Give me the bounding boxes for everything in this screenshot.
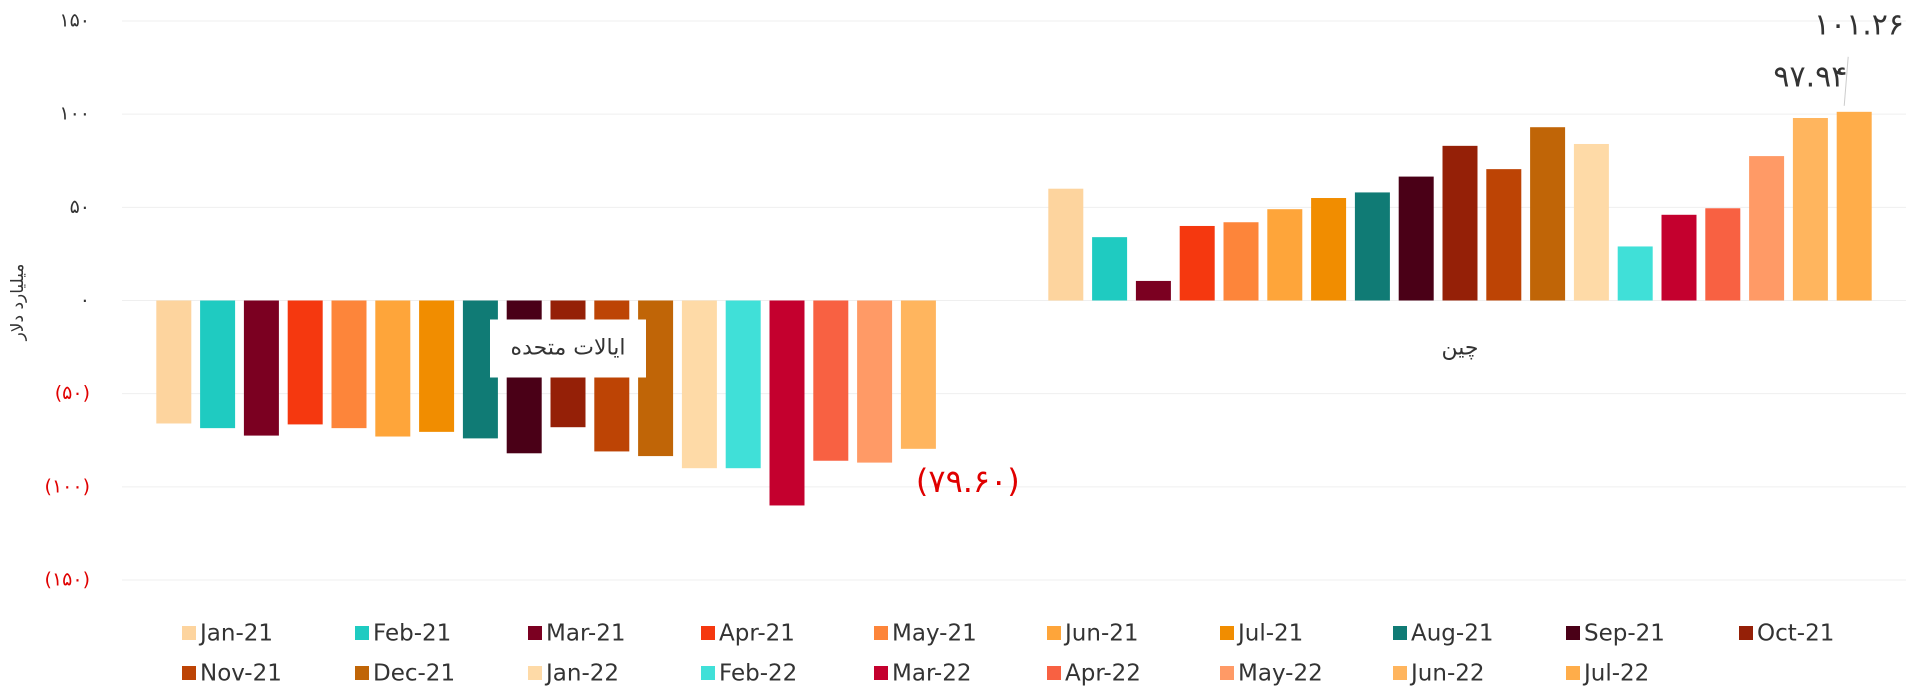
bar: [419, 300, 455, 432]
legend-label: Oct-21: [1757, 621, 1834, 647]
legend-swatch: [182, 666, 196, 680]
legend-label: Dec-21: [373, 661, 455, 686]
category-label: ایالات متحده: [511, 336, 626, 361]
legend-label: Jun-21: [1063, 621, 1139, 647]
category-label-box: [490, 319, 646, 378]
y-tick-label: ۱۰۰: [59, 103, 90, 125]
legend-label: Sep-21: [1584, 621, 1665, 647]
bar: [1749, 156, 1785, 301]
legend-swatch: [874, 666, 888, 680]
y-tick-label: ۱۵۰: [59, 10, 90, 32]
y-tick-label: (۵۰): [55, 382, 90, 404]
legend-swatch: [701, 626, 715, 640]
bar: [1048, 188, 1084, 301]
legend-label: Jan-22: [544, 661, 619, 686]
legend-label: Mar-22: [892, 661, 972, 686]
legend-swatch: [1047, 626, 1061, 640]
legend-swatch: [528, 626, 542, 640]
bar: [200, 300, 236, 429]
bar: [1836, 111, 1872, 301]
bar: [1530, 127, 1566, 301]
legend-label: Jun-22: [1409, 661, 1485, 686]
legend-label: Feb-22: [719, 661, 797, 686]
legend-swatch: [1566, 666, 1580, 680]
y-axis-title: میلیارد دلار: [8, 264, 28, 342]
legend-label: Apr-22: [1065, 661, 1141, 686]
bar: [287, 300, 323, 425]
leader-line: [1843, 56, 1849, 106]
legend-label: Feb-21: [373, 621, 451, 647]
y-tick-label: ۰: [80, 289, 90, 311]
bar: [900, 300, 936, 449]
bar: [331, 300, 367, 429]
legend-swatch: [355, 626, 369, 640]
data-label: (۷۹.۶۰): [916, 462, 1020, 500]
legend-label: Aug-21: [1411, 621, 1493, 647]
bar: [1398, 176, 1434, 301]
bar: [1223, 222, 1259, 301]
data-label: ۱۰۱.۲۶: [1814, 7, 1904, 42]
bar: [725, 300, 761, 469]
bar: [1442, 145, 1478, 301]
legend-swatch: [1393, 666, 1407, 680]
legend-label: May-21: [892, 621, 977, 647]
y-tick-label: (۱۰۰): [45, 475, 90, 497]
legend-swatch: [1393, 626, 1407, 640]
bar: [1179, 225, 1215, 301]
legend-label: Jul-21: [1236, 621, 1303, 647]
legend-swatch: [1047, 666, 1061, 680]
bar: [1573, 143, 1609, 301]
legend-label: Mar-21: [546, 621, 626, 647]
bar: [1135, 280, 1171, 301]
legend-swatch: [1220, 666, 1234, 680]
category-label: چین: [1442, 336, 1479, 361]
legend-swatch: [528, 666, 542, 680]
legend-label: Apr-21: [719, 621, 795, 647]
y-tick-label: ۵۰: [70, 196, 90, 218]
bar: [375, 300, 411, 437]
bar: [813, 300, 849, 461]
bar: [769, 300, 805, 506]
legend-swatch: [1739, 626, 1753, 640]
data-label: ۹۷.۹۴: [1773, 60, 1847, 95]
bar: [243, 300, 279, 436]
legend-label: Nov-21: [200, 661, 282, 686]
bar: [1092, 237, 1128, 301]
bar: [1354, 192, 1390, 301]
legend-label: May-22: [1238, 661, 1323, 686]
bar: [156, 300, 192, 424]
bar: [1705, 208, 1741, 301]
bar: [857, 300, 893, 463]
bar: [1792, 118, 1828, 301]
legend-label: Jan-21: [198, 621, 273, 647]
bar: [1311, 198, 1347, 301]
legend-swatch: [701, 666, 715, 680]
legend-swatch: [874, 626, 888, 640]
legend-swatch: [182, 626, 196, 640]
bar: [1661, 214, 1697, 301]
bar: [681, 300, 717, 469]
legend-swatch: [1566, 626, 1580, 640]
legend-swatch: [1220, 626, 1234, 640]
y-tick-label: (۱۵۰): [45, 569, 90, 591]
legend-label: Jul-22: [1582, 661, 1649, 686]
bar: [1617, 246, 1653, 301]
bar: [1486, 169, 1522, 301]
bar: [1267, 209, 1303, 301]
legend-swatch: [355, 666, 369, 680]
